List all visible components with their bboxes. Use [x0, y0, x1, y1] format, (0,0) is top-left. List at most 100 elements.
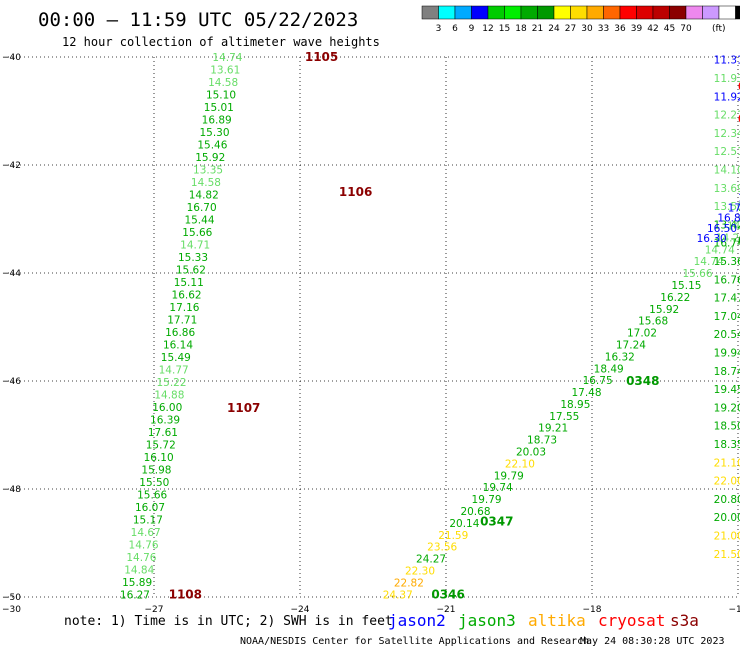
wave-height-value: 15.89 [122, 577, 152, 589]
wave-height-value: 14.74 [705, 244, 735, 256]
wave-height-value: 13.69 [714, 183, 740, 195]
color-swatch [421, 5, 439, 20]
wave-height-value: 16.70 [187, 202, 217, 214]
pass-time-label: 09 [738, 112, 740, 126]
wave-height-value: 11.31 [714, 55, 740, 67]
chart-subtitle: 12 hour collection of altimeter wave hei… [62, 35, 380, 49]
wave-height-value: 15.62 [176, 264, 206, 276]
color-swatch [669, 5, 687, 20]
color-scale-label: 27 [565, 24, 576, 34]
wave-height-value: 19.74 [483, 482, 513, 494]
wave-height-value: 17.02 [627, 328, 657, 340]
x-tick-label: −18 [583, 605, 602, 615]
wave-height-value: 18.50 [714, 421, 740, 433]
color-scale-label: 12 [482, 24, 493, 34]
wave-height-value: 14.71 [180, 239, 210, 251]
color-scale-label: 9 [469, 24, 475, 34]
color-swatch [570, 5, 588, 20]
wave-height-value: 21.59 [438, 530, 468, 542]
wave-height-value: 15.33 [178, 252, 208, 264]
color-scale-label: 36 [614, 24, 626, 34]
color-scale-label: 24 [548, 24, 560, 34]
y-tick-label: −46 [2, 377, 21, 387]
wave-height-value: 17.00 [738, 192, 740, 204]
axis-tick-labels: −27 −24 −21 −18 −15 −50 −48 −46 −44 −42 −40 [2, 53, 740, 615]
pass-time-label: 0348 [626, 374, 659, 388]
wave-height-value: 18.74 [714, 366, 740, 378]
wave-height-value: 15.30 [199, 127, 229, 139]
wave-height-value: 19.79 [472, 494, 502, 506]
wave-height-value: 14.82 [189, 189, 219, 201]
wave-height-value: 22.82 [394, 577, 424, 589]
wave-height-value: 13.50 [714, 201, 740, 213]
wave-height-value: 18.95 [560, 399, 590, 411]
color-swatch [603, 5, 621, 20]
wave-height-value: 15.10 [206, 89, 236, 101]
wave-height-value: 12.34 [714, 128, 740, 140]
wave-height-value: 16.39 [150, 414, 180, 426]
color-swatch [586, 5, 604, 20]
y-tick-label: −40 [2, 53, 21, 63]
wave-height-value: 22.00 [714, 476, 740, 488]
wave-height-value: 15.17 [133, 514, 163, 526]
wave-height-value: 17.47 [714, 293, 740, 305]
color-swatch [553, 5, 571, 20]
color-scale-label: 39 [631, 24, 643, 34]
wave-height-value: 14.76 [129, 539, 159, 551]
wave-height-value: 15.98 [141, 464, 171, 476]
wave-height-value: 16.74 [714, 238, 740, 250]
wave-height-value: 17.20 [728, 203, 740, 215]
wave-height-value: 15.66 [137, 489, 167, 501]
legend-jason3: jason3 [458, 611, 516, 630]
wave-height-value: 20.14 [449, 518, 479, 530]
pass-time-label: 05 [738, 234, 740, 248]
wave-height-value: 14.20 [716, 232, 740, 244]
color-swatch [520, 5, 538, 20]
pass-time-label: 0346 [431, 587, 464, 601]
color-scale-label: 33 [598, 24, 609, 34]
y-tick-label: −42 [2, 161, 21, 171]
wave-height-value: 15.36 [714, 256, 740, 268]
wave-height-value: 11.92 [714, 91, 740, 103]
credit-text: NOAA/NESDIS Center for Satellite Applica… [240, 636, 589, 647]
wave-height-value: 22.30 [405, 566, 435, 578]
wave-height-value: 14.67 [131, 527, 161, 539]
color-scale-label: 18 [515, 24, 527, 34]
wave-height-value: 17.04 [714, 311, 740, 323]
wave-height-value: 19.20 [714, 402, 740, 414]
pass-time-labels: 1105 1106 1107 1108 0346 0347 0348 09 09 05 [169, 50, 740, 601]
wave-height-value: 14.77 [159, 364, 189, 376]
wave-height-value: 16.74 [738, 209, 740, 221]
pass-time-label: 09 [738, 80, 740, 94]
wave-height-value: 18.73 [527, 435, 557, 447]
wave-height-value: 15.92 [649, 304, 679, 316]
wave-height-value: 16.30 [697, 233, 727, 245]
color-scale-label: 21 [532, 24, 543, 34]
wave-height-value: 17.61 [148, 427, 178, 439]
wave-height-value: 17.48 [571, 387, 601, 399]
wave-height-value: 16.75 [583, 375, 613, 387]
color-scale: 3 6 9 12 15 18 21 24 27 30 33 36 39 42 45 70 [421, 5, 740, 34]
color-swatch [619, 5, 637, 20]
wave-height-value: 20.03 [516, 447, 546, 459]
wave-height-value: 13.61 [210, 64, 240, 76]
wave-height-value: 17.24 [616, 339, 646, 351]
wave-height-value: 15.44 [184, 214, 214, 226]
wave-height-value: 15.66 [682, 268, 712, 280]
color-swatch [735, 5, 740, 20]
wave-height-value: 13.42 [714, 219, 740, 231]
wave-height-value: 16.10 [144, 452, 174, 464]
wave-height-value: 14.74 [694, 256, 724, 268]
wave-height-value: 14.58 [208, 77, 238, 89]
wave-height-value: 13.35 [193, 164, 223, 176]
wave-height-value: 20.00 [714, 512, 740, 524]
wave-height-value: 19.79 [494, 470, 524, 482]
color-swatch [636, 5, 654, 20]
wave-height-value: 21.00 [714, 531, 740, 543]
wave-height-value: 15.46 [197, 139, 227, 151]
wave-height-value: 16.22 [660, 292, 690, 304]
wave-height-value: 16.14 [163, 339, 193, 351]
wave-height-tracks: 14.7413.6114.5815.1015.0116.8915.3015.46… [120, 52, 740, 601]
legend-altika: altika [528, 611, 586, 630]
wave-height-value: 14.88 [154, 389, 184, 401]
